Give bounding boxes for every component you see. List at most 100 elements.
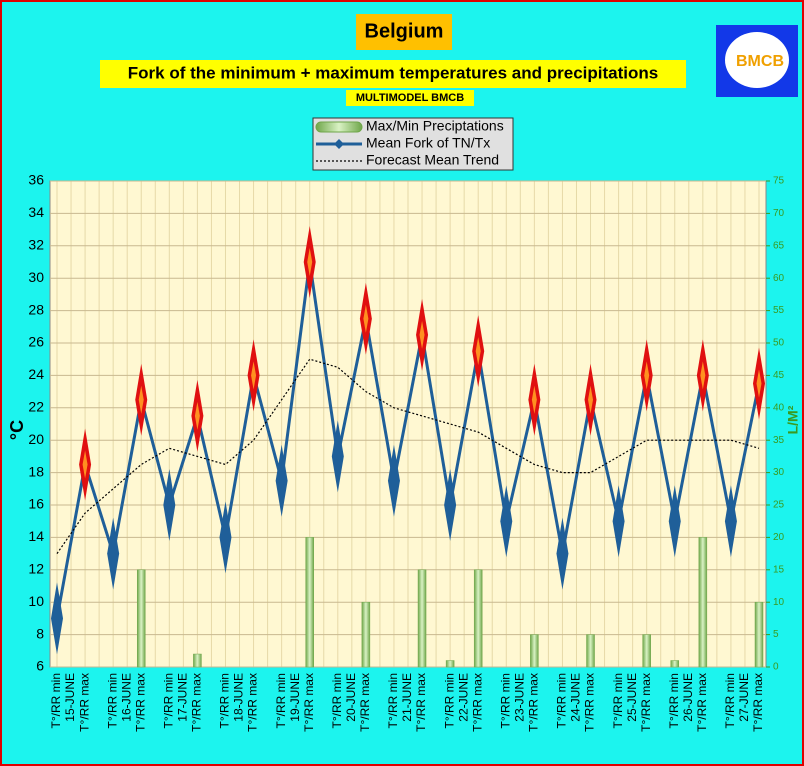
- day-label: 20-JUNE: [344, 673, 358, 722]
- x-tick-label: T°/RR min: [611, 673, 625, 728]
- day-label: 16-JUNE: [119, 673, 133, 722]
- source: MULTIMODEL BMCB: [356, 92, 464, 104]
- y2-tick-label: 60: [773, 273, 785, 284]
- day-label: 21-JUNE: [400, 673, 414, 722]
- legend-swatch: [334, 139, 344, 149]
- x-tick-label: T°/RR max: [302, 673, 316, 732]
- y2-tick-label: 35: [773, 435, 785, 446]
- chart-subtitle: Fork of the minimum + maximum temperatur…: [128, 63, 658, 82]
- precip-bar: [698, 537, 708, 668]
- legend-label: Max/Min Preciptations: [366, 118, 504, 134]
- precip-bar: [586, 634, 595, 668]
- y2-tick-label: 10: [773, 597, 785, 608]
- marks: 6 8 10 12 14 16 18 20 22 24 26 28 30 32 34 36 0 5 10 15 20 25…: [28, 172, 784, 732]
- x-tick-label: T°/RR max: [190, 673, 204, 732]
- x-tick-label: T°/RR max: [583, 673, 597, 732]
- fork-marker-core: [531, 385, 537, 414]
- fork-marker: [444, 469, 457, 541]
- y-tick-label: 10: [28, 593, 44, 609]
- y-tick-label: 34: [28, 204, 44, 220]
- precip-bar: [445, 660, 455, 668]
- y-tick-label: 36: [28, 172, 44, 188]
- logo-circle: [725, 32, 789, 88]
- y-tick-label: 12: [28, 561, 44, 577]
- precip-bar: [670, 660, 680, 668]
- y2-tick-label: 20: [773, 532, 785, 543]
- y-tick-label: 30: [28, 269, 44, 285]
- y-tick-label: 8: [36, 625, 44, 641]
- x-tick-label: T°/RR max: [246, 673, 260, 732]
- x-tick-label: T°/RR max: [414, 673, 428, 732]
- y-tick-label: 32: [28, 237, 44, 253]
- y-tick-label: 16: [28, 496, 44, 512]
- fork-marker: [612, 485, 625, 558]
- y2-tick-label: 40: [773, 402, 785, 413]
- precip-bar: [136, 569, 146, 668]
- x-tick-label: T°/RR max: [77, 673, 91, 732]
- y-tick-label: 22: [28, 399, 44, 415]
- precip-bar: [361, 601, 371, 668]
- y-tick-label: 24: [28, 366, 44, 382]
- chart-title: Belgium: [365, 20, 444, 42]
- fork-marker: [275, 444, 288, 517]
- day-label: 23-JUNE: [512, 673, 526, 722]
- x-tick-label: T°/RR min: [386, 673, 400, 728]
- y2-tick-label: 30: [773, 467, 785, 478]
- y2-tick-label: 0: [773, 662, 779, 673]
- fork-marker-core: [363, 304, 369, 333]
- x-tick-label: T°/RR min: [218, 673, 232, 728]
- fork-marker-core: [644, 361, 650, 390]
- fork-marker: [387, 444, 400, 517]
- y2-tick-label: 5: [773, 629, 779, 640]
- y2-tick-label: 75: [773, 176, 785, 187]
- fork-marker: [107, 517, 120, 590]
- subtitle-box: [100, 60, 686, 88]
- x-tick-label: T°/RR max: [751, 673, 765, 732]
- fork-marker: [163, 469, 176, 541]
- legend-label: Forecast Mean Trend: [366, 152, 499, 168]
- y-tick-label: 18: [28, 463, 44, 479]
- x-tick-label: T°/RR min: [330, 673, 344, 728]
- fork-marker-core: [138, 385, 144, 414]
- fork-marker-core: [419, 320, 425, 349]
- fork-marker-core: [475, 337, 481, 366]
- x-tick-label: T°/RR min: [442, 673, 456, 728]
- day-label: 19-JUNE: [288, 673, 302, 722]
- x-tick-label: T°/RR max: [527, 673, 541, 732]
- y2-tick-label: 55: [773, 305, 785, 316]
- precip-bar: [417, 569, 427, 668]
- title-box: [356, 14, 452, 50]
- precip-bar: [305, 537, 314, 668]
- y2-tick-label: 15: [773, 564, 785, 575]
- day-label: 17-JUNE: [176, 673, 190, 722]
- fork-marker-core: [756, 369, 762, 398]
- fork-marker: [331, 420, 344, 493]
- x-tick-label: T°/RR min: [49, 673, 63, 728]
- y2-tick-label: 70: [773, 208, 785, 219]
- legend-label: Mean Fork of TN/Tx: [366, 135, 490, 151]
- x-tick-label: T°/RR min: [105, 673, 119, 728]
- fork-marker-core: [194, 401, 200, 430]
- fork-marker-core: [588, 385, 594, 414]
- day-label: 24-JUNE: [569, 673, 583, 722]
- y-tick-label: 6: [36, 658, 44, 674]
- day-label: 15-JUNE: [63, 673, 77, 722]
- x-tick-label: T°/RR min: [274, 673, 288, 728]
- logo-text: BMCB: [736, 53, 784, 70]
- x-tick-label: T°/RR min: [723, 673, 737, 728]
- fork-marker: [219, 501, 232, 574]
- fork-marker: [51, 582, 63, 655]
- fork-marker: [724, 485, 737, 558]
- fork-marker: [668, 485, 681, 558]
- y2-axis-label: L/M²: [785, 405, 801, 434]
- precip-bar: [754, 601, 764, 668]
- day-label: 22-JUNE: [456, 673, 470, 722]
- fork-marker-core: [700, 361, 706, 390]
- x-tick-label: T°/RR min: [161, 673, 175, 728]
- y-tick-label: 28: [28, 301, 44, 317]
- y2-tick-label: 25: [773, 500, 785, 511]
- x-tick-label: T°/RR min: [667, 673, 681, 728]
- day-label: 26-JUNE: [681, 673, 695, 722]
- fork-marker: [556, 517, 569, 590]
